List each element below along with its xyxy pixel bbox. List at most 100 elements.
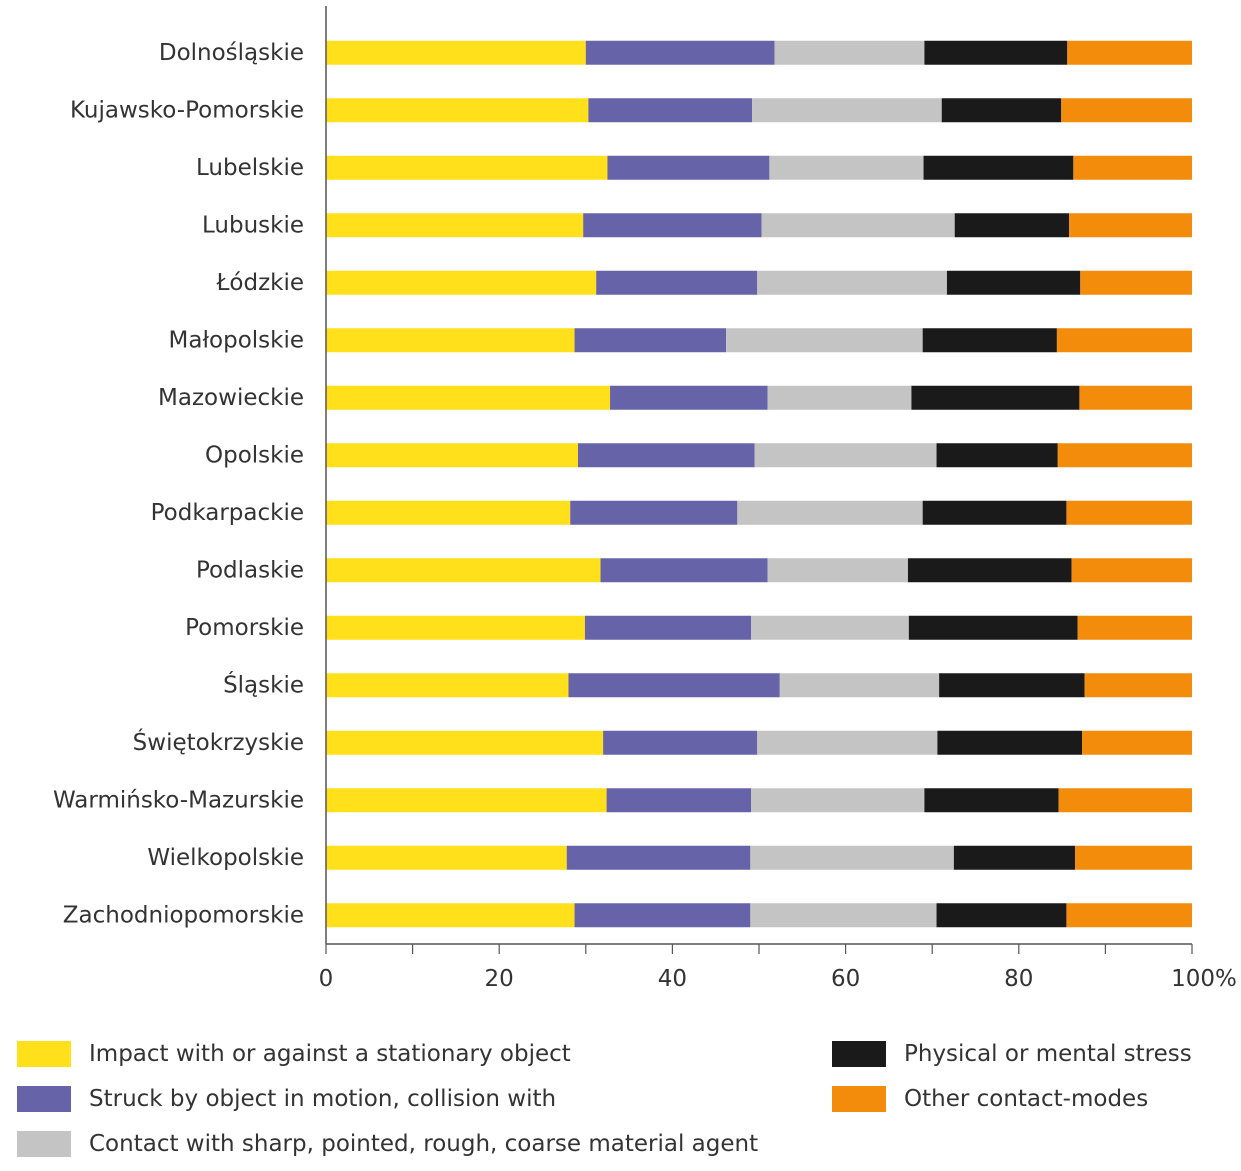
bar-segment: [326, 673, 569, 698]
category-label: Małopolskie: [169, 327, 304, 353]
category-label: Podkarpackie: [151, 500, 304, 526]
bar-segment: [1057, 443, 1192, 468]
legend-label: Struck by object in motion, collision wi…: [89, 1086, 556, 1112]
bar-segment: [326, 845, 567, 870]
bar-segment: [1066, 500, 1192, 525]
bar-segment: [757, 270, 947, 295]
bar-segment: [326, 40, 586, 65]
legend-swatch: [832, 1086, 886, 1112]
bar-segment: [767, 385, 912, 410]
category-label: Warmińsko-Mazurskie: [53, 787, 304, 813]
bar-segment: [574, 328, 727, 353]
bar-segment: [1069, 213, 1192, 238]
bar-segment: [751, 615, 909, 640]
bar-segment: [606, 788, 752, 813]
bar-segment: [1079, 385, 1192, 410]
category-label: Mazowieckie: [158, 385, 304, 411]
category-label: Kujawsko-Pomorskie: [70, 97, 304, 123]
x-tick-label: 20: [485, 966, 514, 992]
bar-segment: [924, 40, 1068, 65]
bar-segment: [326, 443, 579, 468]
bar-segment: [596, 270, 758, 295]
bar-segment: [570, 500, 738, 525]
bar-segment: [923, 155, 1074, 180]
bar-segment: [941, 98, 1062, 123]
bar-segment: [774, 40, 925, 65]
bar-segment: [583, 213, 762, 238]
category-label: Pomorskie: [185, 615, 304, 641]
bar-segment: [326, 328, 575, 353]
legend-swatch: [17, 1131, 71, 1157]
bar-segment: [1077, 615, 1192, 640]
bar-segment: [726, 328, 923, 353]
bar-segment: [1073, 155, 1192, 180]
bar-segment: [953, 845, 1076, 870]
bar-segment: [1082, 730, 1192, 755]
bar-segment: [750, 903, 937, 928]
bar-segment: [1067, 40, 1192, 65]
legend-swatch: [17, 1041, 71, 1067]
bar-segment: [737, 500, 923, 525]
bar-segment: [584, 615, 752, 640]
bar-segment: [936, 443, 1058, 468]
x-tick-label: 100%: [1171, 966, 1237, 992]
category-label: Opolskie: [205, 442, 304, 468]
legend-label: Physical or mental stress: [904, 1041, 1192, 1067]
category-label: Podlaskie: [196, 557, 304, 583]
category-labels: Dolnośląskie Kujawsko-Pomorskie Lubelskie L…: [53, 40, 304, 929]
bar-segment: [607, 155, 770, 180]
bar-segment: [326, 155, 608, 180]
category-label: Lubuskie: [202, 212, 304, 238]
category-label: Zachodniopomorskie: [63, 902, 304, 928]
bar-segment: [1080, 270, 1192, 295]
bar-segment: [750, 845, 954, 870]
bar-segment: [1066, 903, 1192, 928]
x-tick-label: 60: [831, 966, 860, 992]
bar-segment: [326, 213, 584, 238]
bar-segment: [752, 98, 942, 123]
bar-segment: [922, 500, 1067, 525]
bar-segment: [946, 270, 1081, 295]
bar-segment: [1061, 98, 1192, 123]
bar-segment: [939, 673, 1085, 698]
bar-segment: [566, 845, 751, 870]
category-label: Śląskie: [223, 670, 304, 698]
bar-segment: [326, 558, 601, 583]
legend: Impact with or against a stationary obje…: [17, 1041, 1192, 1157]
bar-segment: [326, 385, 611, 410]
legend-label: Contact with sharp, pointed, rough, coar…: [89, 1131, 758, 1157]
bar-segment: [326, 270, 597, 295]
bar-segment: [1075, 845, 1192, 870]
bar-segment: [1084, 673, 1192, 698]
x-tick-label: 40: [658, 966, 687, 992]
bar-segment: [1058, 788, 1192, 813]
bar-segment: [757, 730, 938, 755]
bar-segment: [326, 500, 571, 525]
bar-segment: [908, 615, 1078, 640]
axes-group: 0 20 40 60 80 100%: [319, 6, 1237, 992]
bar-segment: [603, 730, 758, 755]
bar-segment: [924, 788, 1059, 813]
bar-segment: [600, 558, 768, 583]
bar-segment: [326, 730, 604, 755]
bar-segment: [754, 443, 937, 468]
bar-segment: [751, 788, 925, 813]
bar-segment: [326, 788, 607, 813]
x-tick-label: 80: [1004, 966, 1033, 992]
bar-segment: [936, 903, 1067, 928]
category-label: Wielkopolskie: [147, 845, 304, 871]
bar-segment: [922, 328, 1057, 353]
x-tick-label: 0: [319, 966, 334, 992]
bar-segment: [767, 558, 908, 583]
bar-segment: [574, 903, 751, 928]
bar-segment: [911, 385, 1080, 410]
legend-label: Impact with or against a stationary obje…: [89, 1041, 571, 1067]
bar-segment: [769, 155, 924, 180]
category-label: Łódzkie: [215, 270, 304, 296]
legend-swatch: [17, 1086, 71, 1112]
bar-segment: [568, 673, 780, 698]
bar-segment: [954, 213, 1070, 238]
bar-segment: [588, 98, 753, 123]
bar-segment: [326, 615, 585, 640]
